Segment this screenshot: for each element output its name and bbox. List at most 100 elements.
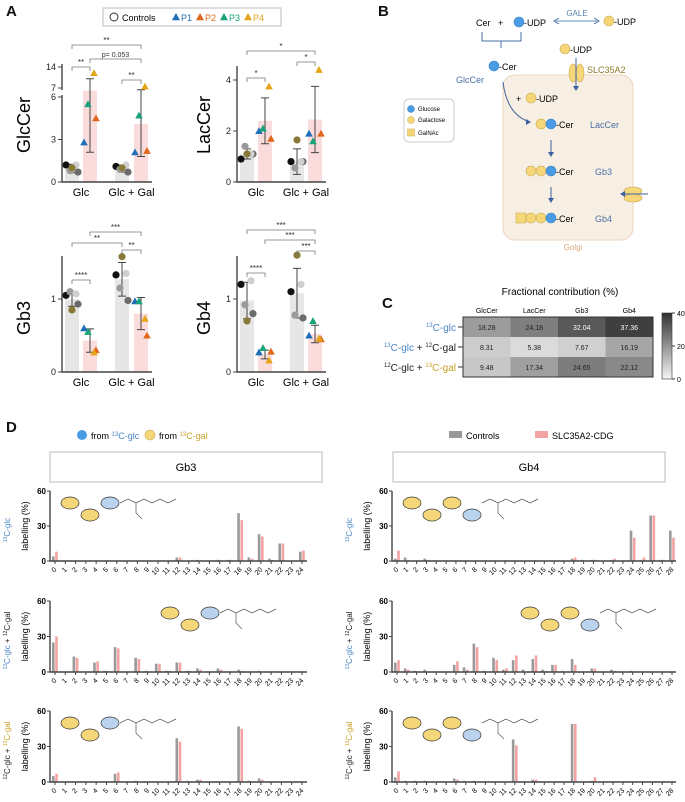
patient-point [255, 127, 263, 135]
glycan-structure-icon [402, 496, 539, 522]
y-axis-label: GlcCer [14, 97, 34, 153]
x-tick-label: 13 [518, 787, 529, 798]
row-label-text: C-gal [3, 721, 12, 740]
udp-gal-label: -UDP [614, 17, 636, 27]
x-tick-label: 0 [393, 787, 401, 795]
patient-point [141, 314, 149, 322]
tick-label: 7 [51, 83, 56, 93]
x-tick-label: 7 [123, 677, 131, 685]
x-tick-label: 3 [422, 677, 430, 685]
x-tick-label: 8 [133, 677, 141, 685]
x-tick-label: 18 [233, 787, 244, 798]
axis [49, 491, 307, 562]
x-tick-label: 14 [192, 677, 203, 688]
glycan-structure-icon [60, 496, 177, 522]
golgi-compartment [502, 74, 634, 241]
error-bar [86, 78, 94, 153]
control-bar [65, 299, 79, 372]
patient-bar [261, 536, 264, 561]
significance-label: p= 0.053 [102, 52, 130, 59]
row-condition-label: 13C-glc [3, 518, 12, 542]
x-tick-label: 19 [243, 566, 254, 577]
control-bar [462, 667, 466, 672]
panel-d-legend: from 13C-glc from 13C-gal Controls SLC35… [77, 429, 614, 441]
x-tick-label: 4 [432, 566, 440, 574]
legend-from-gal: from 13C-gal [159, 431, 208, 441]
control-bar [531, 658, 535, 672]
x-tick-label: 27 [655, 787, 666, 798]
control-point [237, 155, 245, 163]
x-tick-label: 23 [285, 566, 296, 577]
control-point [243, 150, 251, 158]
patient-point [90, 69, 98, 77]
patient-point [305, 331, 313, 339]
galactose-ring-icon [160, 606, 180, 620]
control-point [299, 314, 307, 322]
control-point [297, 158, 305, 166]
row-condition-label: 13C-glc + 12C-gal [3, 611, 12, 669]
patient-bar [397, 771, 400, 782]
x-tick-label: 7 [461, 787, 469, 795]
chart-gb3-row-3: 0 1 2 3 4 5 6 7 8 9 10 11 12 13 14 15 16 17 18 19 20 21 22 23 24… [3, 707, 307, 798]
isotope-superscript: 13 [345, 536, 351, 542]
x-tick-label: 6 [452, 787, 460, 795]
x-tick-label: 19 [577, 566, 588, 577]
golgi-label: Golgi [564, 243, 583, 252]
y-tick-label: 60 [37, 707, 46, 716]
patient-bar [178, 741, 182, 782]
galactose-ring-icon [80, 508, 100, 522]
control-point [291, 311, 299, 319]
y-tick-label: 0 [384, 778, 389, 787]
patient-bar [240, 728, 244, 782]
y-tick-label: 60 [37, 487, 46, 496]
x-tick-label: 9 [481, 566, 489, 574]
y-tick-label: 30 [379, 743, 388, 752]
heatmap-cell [605, 337, 653, 357]
ceramide-chain-icon [219, 608, 277, 630]
panel-label-a: A [6, 3, 17, 20]
control-bar [570, 724, 574, 782]
control-bar [247, 557, 251, 561]
control-point [124, 168, 132, 176]
cell-value: 17.34 [525, 365, 543, 372]
patient-bar [515, 745, 518, 782]
x-tick-label: 2 [71, 787, 79, 795]
legend-galactose: Galactose [418, 118, 446, 124]
y-axis-label: LacCer [194, 96, 214, 154]
patient-bar [397, 660, 400, 672]
x-tick-label: 21 [264, 677, 275, 688]
x-tick-label: 2 [71, 566, 79, 574]
significance-label: *** [111, 223, 120, 232]
tick-label: 0 [226, 177, 231, 187]
significance-label: *** [276, 221, 285, 230]
tick-label: 4 [226, 75, 231, 85]
control-bar [492, 657, 495, 672]
gb3-cer: -Cer [556, 167, 574, 177]
control-bar [403, 668, 407, 672]
significance-bracket [121, 79, 142, 84]
patients-swatch [535, 431, 548, 438]
control-point [291, 164, 299, 172]
x-tick-label: 5 [442, 566, 450, 574]
x-tick-label: 16 [547, 787, 558, 798]
x-tick-label: 20 [254, 677, 265, 688]
control-bar [134, 657, 137, 672]
y-axis-label: labelling (%) [20, 612, 30, 662]
x-tick-label: 17 [223, 677, 234, 688]
patient-point [90, 348, 98, 356]
significance-bracket [296, 61, 316, 66]
x-tick-label: 13 [518, 566, 529, 577]
control-point [72, 290, 80, 298]
x-tick-label: 8 [471, 677, 479, 685]
patient-bar [258, 120, 272, 182]
patient-bar [652, 515, 656, 561]
glucose-icon [407, 105, 415, 113]
glucose-icon [513, 16, 525, 28]
x-tick-label: 0 [393, 566, 401, 574]
control-bar [299, 551, 302, 561]
chart-gb3-row-1: 0 1 2 3 4 5 6 7 8 9 10 11 12 13 14 15 16 17 18 19 20 21 22 23 24… [3, 487, 307, 577]
pathway-diagram: Golgi Cer + -UDP GALE -UDP -Cer GlcCer -… [403, 9, 648, 252]
heatmap-cell [463, 317, 511, 337]
